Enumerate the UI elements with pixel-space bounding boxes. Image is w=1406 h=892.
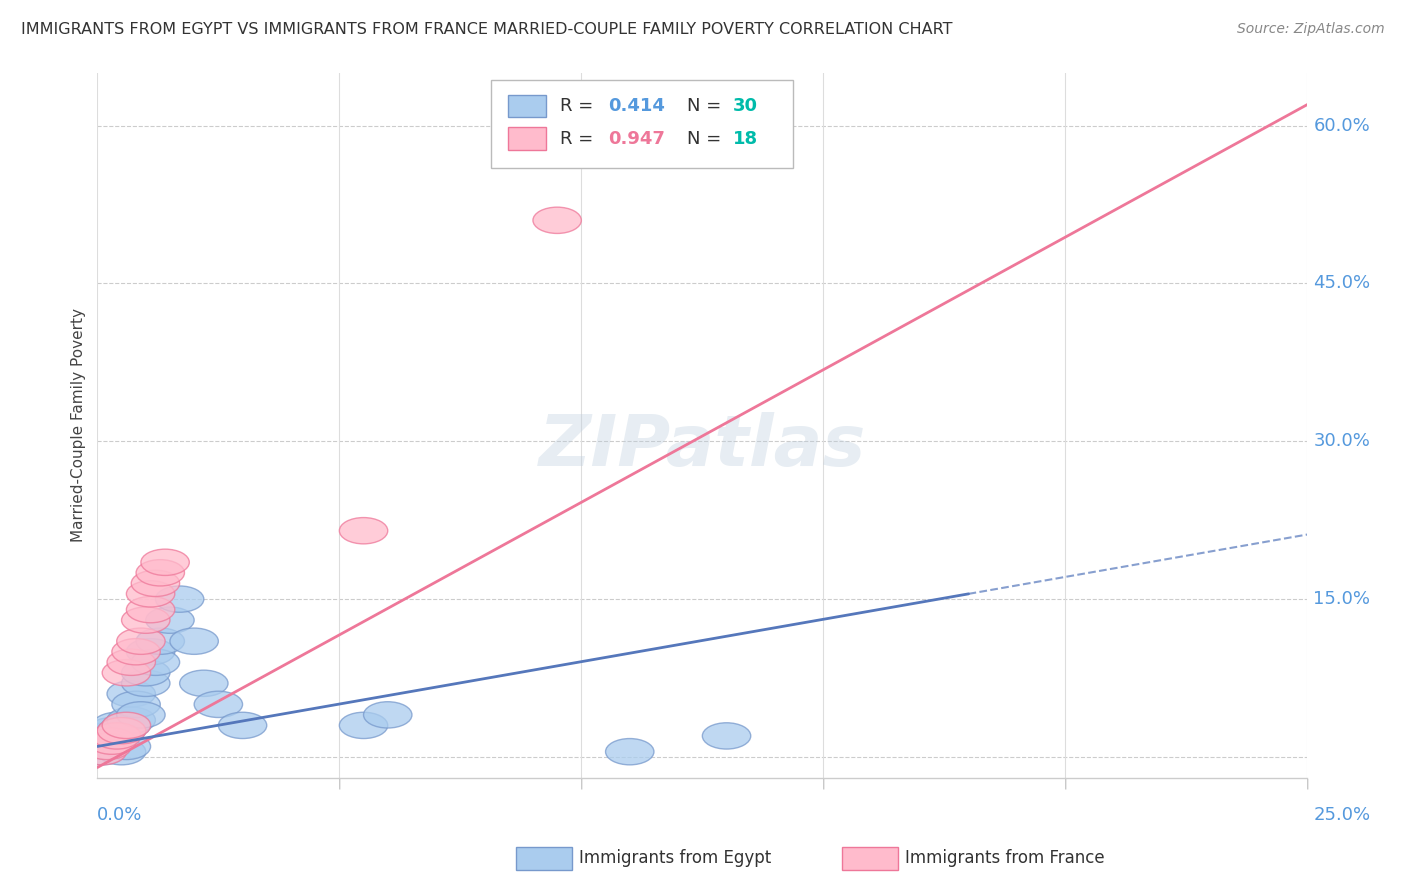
Y-axis label: Married-Couple Family Poverty: Married-Couple Family Poverty: [72, 309, 86, 542]
Ellipse shape: [121, 659, 170, 686]
Ellipse shape: [83, 733, 131, 760]
Text: 18: 18: [733, 129, 758, 147]
Ellipse shape: [103, 659, 150, 686]
FancyBboxPatch shape: [508, 128, 547, 150]
Text: 15.0%: 15.0%: [1313, 591, 1371, 608]
Text: 0.947: 0.947: [607, 129, 665, 147]
Ellipse shape: [103, 733, 150, 760]
Text: Immigrants from Egypt: Immigrants from Egypt: [579, 849, 772, 867]
Ellipse shape: [83, 733, 131, 760]
Text: R =: R =: [560, 97, 599, 115]
Text: 30: 30: [733, 97, 758, 115]
Ellipse shape: [87, 728, 136, 755]
Ellipse shape: [146, 607, 194, 633]
Ellipse shape: [218, 712, 267, 739]
Text: 0.414: 0.414: [607, 97, 665, 115]
Ellipse shape: [93, 712, 141, 739]
Ellipse shape: [112, 691, 160, 717]
Text: R =: R =: [560, 129, 599, 147]
Text: 45.0%: 45.0%: [1313, 275, 1371, 293]
Text: 60.0%: 60.0%: [1313, 117, 1369, 135]
Ellipse shape: [93, 723, 141, 749]
Text: Immigrants from France: Immigrants from France: [905, 849, 1105, 867]
Text: |: |: [1063, 778, 1067, 789]
Text: |: |: [821, 778, 825, 789]
Ellipse shape: [131, 649, 180, 675]
Text: N =: N =: [686, 97, 727, 115]
Text: IMMIGRANTS FROM EGYPT VS IMMIGRANTS FROM FRANCE MARRIED-COUPLE FAMILY POVERTY CO: IMMIGRANTS FROM EGYPT VS IMMIGRANTS FROM…: [21, 22, 953, 37]
Ellipse shape: [77, 739, 127, 764]
Ellipse shape: [121, 607, 170, 633]
Ellipse shape: [127, 639, 174, 665]
Ellipse shape: [156, 586, 204, 612]
Ellipse shape: [131, 570, 180, 597]
Ellipse shape: [93, 723, 141, 749]
Text: 0.0%: 0.0%: [97, 806, 143, 824]
Text: |: |: [337, 778, 342, 789]
Ellipse shape: [103, 712, 150, 739]
Text: 30.0%: 30.0%: [1313, 433, 1371, 450]
Ellipse shape: [87, 717, 136, 744]
Text: 25.0%: 25.0%: [1313, 806, 1371, 824]
Ellipse shape: [170, 628, 218, 655]
Text: N =: N =: [686, 129, 727, 147]
Ellipse shape: [141, 549, 190, 575]
Ellipse shape: [136, 628, 184, 655]
Text: Source: ZipAtlas.com: Source: ZipAtlas.com: [1237, 22, 1385, 37]
FancyBboxPatch shape: [508, 95, 547, 118]
Text: |: |: [1306, 778, 1309, 789]
Ellipse shape: [180, 670, 228, 697]
Ellipse shape: [364, 702, 412, 728]
Ellipse shape: [103, 712, 150, 739]
Ellipse shape: [83, 723, 131, 749]
Ellipse shape: [112, 639, 160, 665]
Ellipse shape: [339, 712, 388, 739]
FancyBboxPatch shape: [491, 80, 793, 169]
Ellipse shape: [77, 739, 127, 764]
Ellipse shape: [703, 723, 751, 749]
Ellipse shape: [127, 581, 174, 607]
Ellipse shape: [533, 207, 581, 234]
Text: ZIPatlas: ZIPatlas: [538, 412, 866, 481]
Ellipse shape: [107, 649, 156, 675]
Ellipse shape: [87, 728, 136, 755]
Ellipse shape: [107, 707, 156, 733]
Ellipse shape: [127, 597, 174, 623]
Ellipse shape: [606, 739, 654, 764]
Ellipse shape: [121, 670, 170, 697]
Text: |: |: [579, 778, 583, 789]
Ellipse shape: [117, 702, 165, 728]
Ellipse shape: [136, 559, 184, 586]
Ellipse shape: [97, 717, 146, 744]
Ellipse shape: [97, 739, 146, 764]
Ellipse shape: [339, 517, 388, 544]
Ellipse shape: [194, 691, 243, 717]
Ellipse shape: [97, 717, 146, 744]
Ellipse shape: [117, 628, 165, 655]
Ellipse shape: [107, 681, 156, 707]
